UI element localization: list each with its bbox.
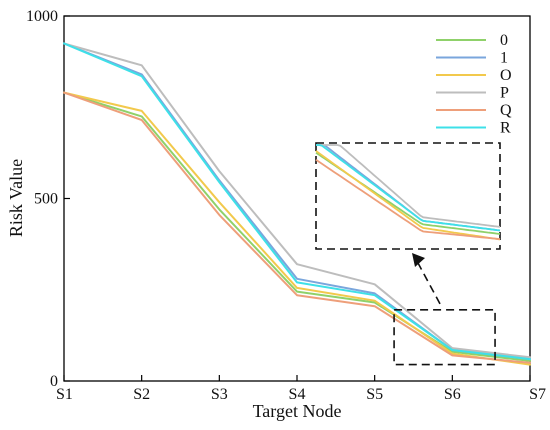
legend-label: R: [500, 120, 511, 137]
series-line-0: [63, 91, 531, 362]
legend-label: O: [500, 67, 512, 84]
inset-series-line-2: [315, 150, 501, 241]
x-axis-title: Target Node: [253, 401, 342, 421]
x-tick-label: S1: [56, 386, 73, 403]
inset-zoom-panel: [315, 142, 501, 366]
series-line-3: [63, 42, 531, 359]
x-axis-ticks: S1 S2 S3 S4 S5 S6 S7: [56, 375, 546, 403]
zoom-arrow-head-icon: [412, 253, 425, 267]
zoom-arrow-line: [417, 262, 441, 305]
x-tick-label: S7: [529, 386, 546, 403]
y-tick-label: 0: [50, 373, 58, 390]
series-line-2: [63, 91, 531, 366]
legend-label: Q: [500, 102, 512, 119]
inset-series-line-4: [315, 159, 501, 240]
zoom-inset-box: [315, 142, 501, 250]
x-tick-label: S4: [289, 386, 306, 403]
legend-label: 1: [500, 50, 508, 67]
series-line-4: [63, 91, 531, 364]
y-axis-ticks: 0 500 1000: [26, 8, 70, 390]
x-tick-label: S5: [366, 386, 383, 403]
legend-label: 0: [500, 32, 508, 49]
inset-series-line-3: [316, 144, 501, 228]
y-tick-label: 1000: [26, 8, 58, 25]
x-tick-label: S2: [133, 386, 150, 403]
inset-series-line-5: [316, 144, 501, 232]
legend-label: P: [500, 85, 509, 102]
x-tick-label: S6: [444, 386, 461, 403]
series-line-5: [63, 42, 531, 361]
series-layer: [63, 42, 531, 366]
y-tick-label: 500: [34, 191, 58, 208]
y-axis-title: Risk Value: [6, 159, 26, 237]
x-tick-label: S3: [211, 386, 228, 403]
